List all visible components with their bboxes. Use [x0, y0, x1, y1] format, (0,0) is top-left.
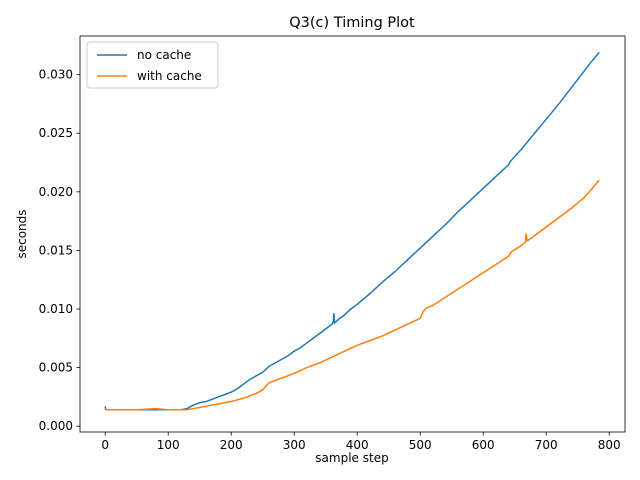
x-tick-label: 800 [598, 438, 621, 452]
chart-title: Q3(c) Timing Plot [289, 15, 415, 31]
y-tick-label: 0.030 [39, 68, 73, 82]
x-tick-label: 700 [535, 438, 558, 452]
y-tick-label: 0.025 [39, 126, 73, 140]
y-tick-label: 0.005 [39, 361, 73, 375]
y-tick-label: 0.000 [39, 419, 73, 433]
series-layer [104, 51, 600, 411]
x-tick-label: 500 [409, 438, 432, 452]
y-tick-label: 0.020 [39, 185, 73, 199]
y-tick-label: 0.015 [39, 243, 73, 257]
y-axis-ticks: 0.000 0.005 0.010 0.015 0.020 0.025 0.030 [39, 68, 80, 433]
x-axis-ticks: 0 100 200 300 400 500 600 700 800 [101, 432, 621, 452]
x-tick-label: 100 [157, 438, 180, 452]
legend: no cache with cache [86, 41, 219, 89]
x-tick-label: 600 [472, 438, 495, 452]
series-line-no-cache [104, 51, 600, 411]
legend-label-no-cache: no cache [137, 48, 191, 62]
plot-frame [79, 35, 626, 433]
y-tick-label: 0.010 [39, 302, 73, 316]
plot-area [104, 51, 600, 411]
x-axis-label: sample step [315, 451, 388, 465]
x-tick-label: 200 [220, 438, 243, 452]
x-tick-label: 0 [101, 438, 109, 452]
x-tick-label: 400 [346, 438, 369, 452]
y-axis-label: seconds [15, 209, 29, 258]
series-line-with-cache [104, 179, 600, 411]
x-tick-label: 300 [283, 438, 306, 452]
legend-label-with-cache: with cache [137, 69, 202, 83]
